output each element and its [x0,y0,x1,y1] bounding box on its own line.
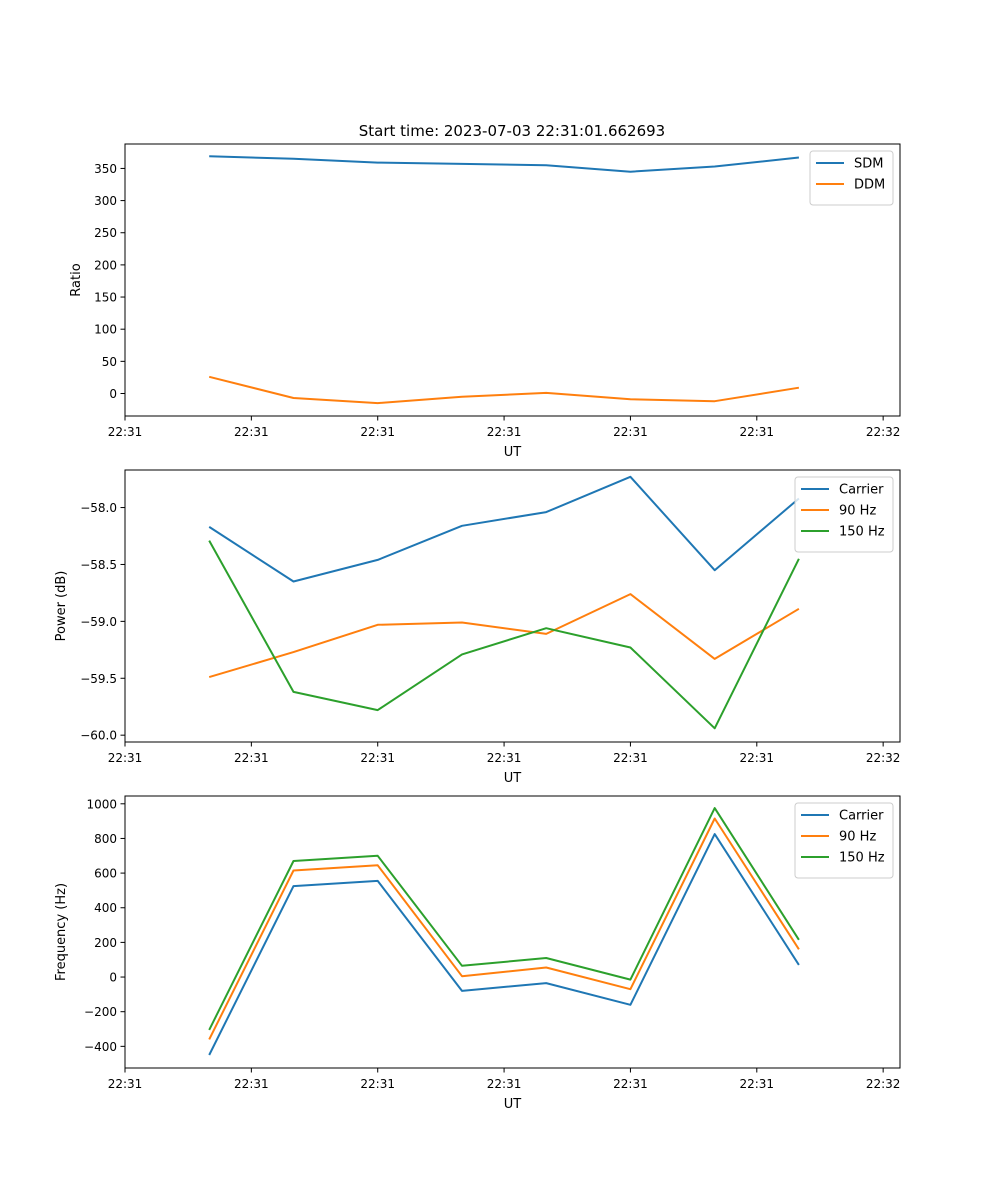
series-line-90-hz [208,817,800,1040]
legend-box [809,150,894,206]
x-tick-label: 22:31 [234,425,269,439]
y-tick-label: 200 [94,936,117,950]
x-axis-label: UT [504,771,522,786]
legend-label: SDM [854,157,883,172]
y-tick-label: 400 [94,901,117,915]
series-line-carrier [208,833,800,1056]
axes-frame [124,143,901,417]
legend-label: Carrier [839,483,884,498]
series-line-ddm [208,375,800,405]
y-axis-label: Ratio [69,263,84,296]
subplot-3: 22:31 22:31 22:31 22:31 22:31 22:31 22:32 −400 −… [54,795,901,1112]
legend-label: 90 Hz [839,830,876,845]
y-tick-label: −200 [84,1005,117,1019]
x-axis-label: UT [504,445,522,460]
y-tick-label: −59.5 [80,672,117,686]
y-tick-label: 600 [94,867,117,881]
x-tick-label: 22:31 [739,425,774,439]
y-tick-label: 800 [94,832,117,846]
y-tick-label: 100 [94,323,117,337]
x-tick-label: 22:31 [487,751,522,765]
legend-label: Carrier [839,809,884,824]
x-tick-label: 22:31 [613,425,648,439]
x-tick-label: 22:31 [739,751,774,765]
series-line-150-hz [208,807,800,1031]
y-tick-label: 200 [94,258,117,272]
x-tick-label: 22:31 [234,751,269,765]
legend-box [794,476,894,553]
series-line-sdm [209,155,800,173]
series-line-carrier [208,475,800,583]
y-tick-label: −60.0 [80,729,117,743]
y-tick-label: 1000 [86,797,117,811]
legend: Carrier 90 Hz 150 Hz [794,476,894,553]
x-tick-label: 22:31 [360,1077,395,1091]
y-tick-label: −58.5 [80,558,117,572]
axes-frame [124,469,901,743]
legend-label: DDM [854,178,885,193]
x-tick-label: 22:31 [487,1077,522,1091]
x-tick-label: 22:31 [234,1077,269,1091]
x-tick-label: 22:31 [108,751,143,765]
series-line-90-hz [208,593,800,679]
legend: SDM DDM [809,150,894,206]
y-tick-label: 50 [102,355,117,369]
y-tick-label: 150 [94,291,117,305]
y-tick-label: −59.0 [80,615,117,629]
figure-title: Start time: 2023-07-03 22:31:01.662693 [359,122,665,140]
subplot-1: 22:31 22:31 22:31 22:31 22:31 22:31 22:32 0 50 10… [69,143,901,460]
x-tick-label: 22:31 [360,425,395,439]
y-tick-label: 250 [94,226,117,240]
series-line-150-hz [208,540,800,730]
y-tick-label: −58.0 [80,501,117,515]
x-tick-label: 22:32 [866,425,901,439]
x-tick-label: 22:32 [866,1077,901,1091]
y-tick-label: 350 [94,162,117,176]
y-tick-label: 300 [94,194,117,208]
legend: Carrier 90 Hz 150 Hz [794,802,894,879]
legend-box [794,802,894,879]
y-tick-label: 0 [109,971,117,985]
axes-frame [124,795,901,1069]
y-axis-label: Frequency (Hz) [54,883,69,981]
subplot-2: 22:31 22:31 22:31 22:31 22:31 22:31 22:32 −60.0… [54,469,901,786]
x-tick-label: 22:31 [613,751,648,765]
y-axis-label: Power (dB) [54,571,69,642]
x-tick-label: 22:31 [108,425,143,439]
legend-label: 150 Hz [839,525,885,540]
x-axis-label: UT [504,1097,522,1112]
x-tick-label: 22:31 [360,751,395,765]
subplots: 22:31 22:31 22:31 22:31 22:31 22:31 22:32 0 50 10… [54,143,901,1112]
y-tick-label: 0 [109,387,117,401]
x-tick-label: 22:32 [866,751,901,765]
x-tick-label: 22:31 [108,1077,143,1091]
x-tick-label: 22:31 [613,1077,648,1091]
y-tick-label: −400 [84,1040,117,1054]
x-tick-label: 22:31 [739,1077,774,1091]
legend-label: 90 Hz [839,504,876,519]
legend-label: 150 Hz [839,851,885,866]
x-tick-label: 22:31 [487,425,522,439]
